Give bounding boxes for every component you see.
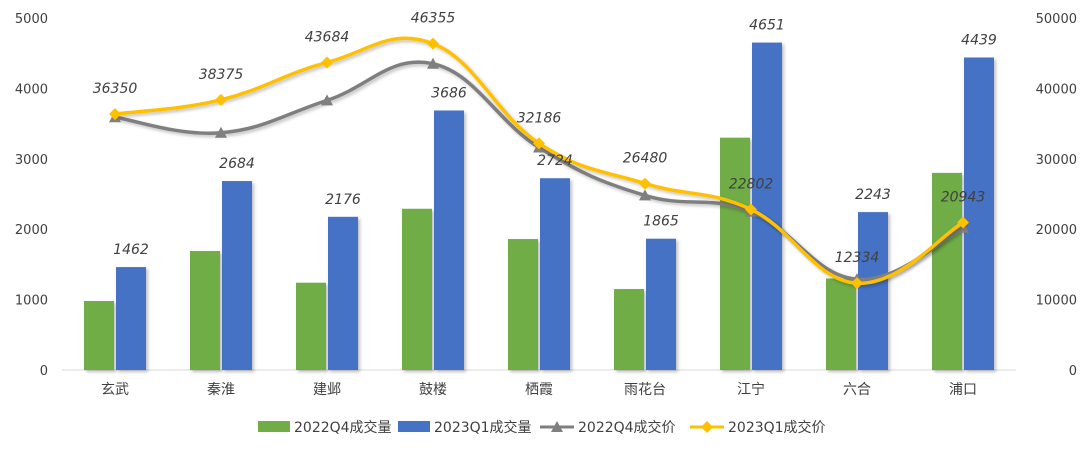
bar-q1-volume xyxy=(540,178,570,370)
bar-data-label: 4651 xyxy=(749,18,785,34)
x-tick-label: 六合 xyxy=(843,382,871,398)
legend-label: 2022Q4成交量 xyxy=(294,419,392,436)
legend-label: 2023Q1成交价 xyxy=(728,419,826,436)
bar-data-label: 2176 xyxy=(325,192,361,208)
y-right-tick-label: 30000 xyxy=(1036,153,1077,168)
bar-q1-volume xyxy=(222,181,252,370)
q4-price-marker xyxy=(215,126,227,138)
line-data-label: 12334 xyxy=(835,250,880,266)
x-tick-label: 浦口 xyxy=(949,382,977,398)
bar-q4-volume xyxy=(296,282,326,370)
x-tick-label: 鼓楼 xyxy=(419,382,447,398)
bar-q1-volume xyxy=(116,267,146,370)
bar-data-label: 1865 xyxy=(643,214,679,230)
bar-q4-volume xyxy=(826,278,856,370)
x-tick-label: 建邺 xyxy=(313,382,341,398)
q1-price-marker xyxy=(957,216,969,229)
legend-marker xyxy=(551,421,563,432)
bar-data-label: 2243 xyxy=(855,187,891,203)
bar-q1-volume xyxy=(858,212,888,370)
bar-q4-volume xyxy=(614,289,644,370)
legend: 2022Q4成交量 2023Q1成交量 2022Q4成交价 2023Q1成交价 xyxy=(258,419,826,436)
line-data-label: 20943 xyxy=(941,190,986,206)
line-data-label: 26480 xyxy=(623,151,668,167)
legend-swatch xyxy=(258,421,290,432)
bar-q1-volume xyxy=(964,57,994,371)
bar-q1-volume xyxy=(752,42,782,370)
y-right-tick-label: 20000 xyxy=(1036,223,1077,238)
x-tick-label: 雨花台 xyxy=(624,382,666,398)
q1-price-marker xyxy=(639,177,651,190)
bar-data-label: 1462 xyxy=(113,242,149,258)
x-tick-label: 玄武 xyxy=(101,381,129,398)
bar-data-label: 2684 xyxy=(219,156,255,172)
axes: 0100020003000400050000100002000030000400… xyxy=(15,12,1077,398)
bar-data-label: 3686 xyxy=(431,86,467,102)
y-right-tick-label: 50000 xyxy=(1036,12,1077,27)
bar-q4-volume xyxy=(720,137,750,370)
line-data-label: 32186 xyxy=(517,110,562,126)
q1-price-marker xyxy=(109,108,121,121)
bar-q1-volume xyxy=(646,238,676,370)
bar-data-label: 4439 xyxy=(961,32,997,48)
y-right-tick-label: 0 xyxy=(1069,364,1077,379)
y-right-tick-label: 40000 xyxy=(1036,82,1077,97)
line-data-label: 38375 xyxy=(199,67,244,83)
y-left-tick-label: 0 xyxy=(40,364,48,379)
y-left-tick-label: 3000 xyxy=(15,153,48,168)
y-left-tick-label: 5000 xyxy=(15,12,48,27)
x-tick-label: 秦淮 xyxy=(207,382,235,398)
legend-item: 2022Q4成交价 xyxy=(540,419,676,436)
legend-item: 2022Q4成交量 xyxy=(258,419,392,436)
bar-q4-volume xyxy=(84,301,114,370)
y-left-tick-label: 1000 xyxy=(15,294,48,309)
q1-price-marker xyxy=(427,37,439,50)
bars xyxy=(84,42,994,371)
bar-data-label: 2724 xyxy=(537,153,573,169)
line-data-label: 43684 xyxy=(305,29,350,45)
x-tick-label: 栖霞 xyxy=(525,382,553,398)
q1-price-marker xyxy=(851,277,863,290)
line-data-label: 36350 xyxy=(93,81,138,97)
x-tick-label: 江宁 xyxy=(737,381,765,398)
y-right-tick-label: 10000 xyxy=(1036,294,1077,309)
data-labels: 1462 2684 2176 3686 2724 1865 4651 2243 4439 3635… xyxy=(93,11,997,267)
legend-marker xyxy=(701,421,713,433)
legend-swatch xyxy=(398,421,430,432)
bar-q1-volume xyxy=(328,216,358,370)
legend-label: 2023Q1成交量 xyxy=(434,419,532,436)
legend-item: 2023Q1成交价 xyxy=(690,419,826,436)
q1-price-marker xyxy=(745,203,757,216)
q4-price-marker xyxy=(639,189,651,201)
line-data-label: 22802 xyxy=(729,176,774,192)
bar-q4-volume xyxy=(190,251,220,370)
legend-item: 2023Q1成交量 xyxy=(398,419,532,436)
q1-price-marker xyxy=(215,93,227,106)
bar-q4-volume xyxy=(402,208,432,370)
q4-price-marker xyxy=(321,94,333,106)
bar-q1-volume xyxy=(434,110,464,370)
bar-q4-volume xyxy=(508,239,538,370)
q4-price-marker xyxy=(427,57,439,69)
y-left-tick-label: 4000 xyxy=(15,82,48,97)
q1-price-marker xyxy=(533,137,545,150)
line-data-label: 46355 xyxy=(411,11,456,27)
bar-q4-volume xyxy=(932,172,962,370)
legend-label: 2022Q4成交价 xyxy=(578,419,676,436)
lines xyxy=(109,36,969,290)
q1-price-marker xyxy=(321,56,333,69)
y-left-tick-label: 2000 xyxy=(15,223,48,238)
